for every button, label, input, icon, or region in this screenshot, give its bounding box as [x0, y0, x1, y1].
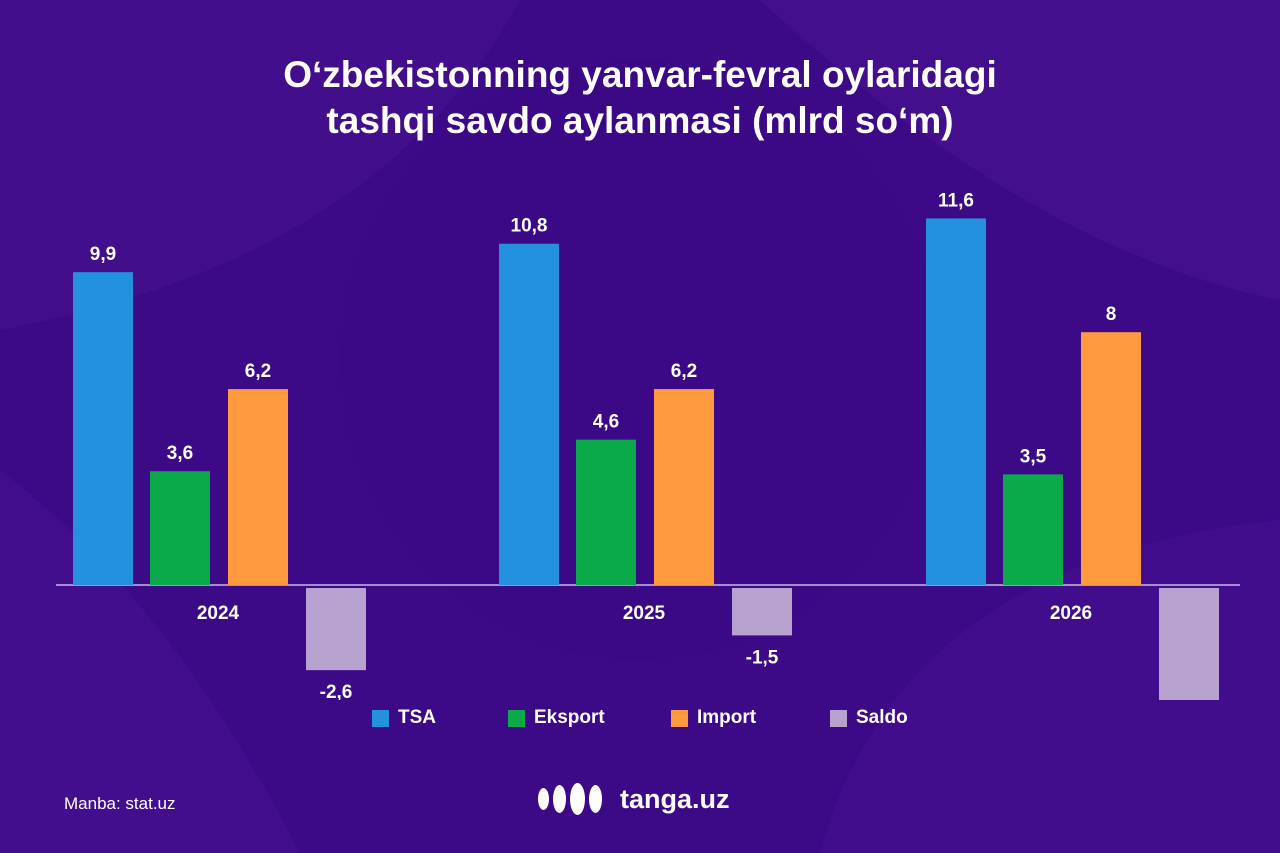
legend-item-tsa: TSA	[372, 707, 436, 729]
data-label-import-2026: 8	[1106, 304, 1117, 325]
legend-label-eksport: Eksport	[534, 707, 605, 728]
data-label-eksport-2026: 3,5	[1020, 446, 1047, 467]
bar-eksport-2025	[576, 439, 636, 585]
brand-logo-icon	[538, 783, 606, 815]
bar-import-2025	[654, 389, 714, 585]
legend-label-saldo: Saldo	[856, 707, 908, 728]
bar-tsa-2024	[73, 272, 133, 585]
bar-chart: 9,9 3,6 6,2 -2,6 2024 10,8 4,6 6,2 -1,5 2025 11,6 3…	[56, 190, 1240, 700]
brand-logo[interactable]: tanga.uz	[538, 783, 730, 815]
legend-label-import: Import	[697, 707, 757, 728]
data-label-import-2025: 6,2	[671, 361, 697, 382]
bar-import-2024	[228, 389, 288, 585]
bar-eksport-2024	[150, 471, 210, 585]
legend-item-import: Import	[671, 707, 756, 729]
bar-eksport-2026	[1003, 474, 1063, 585]
legend-swatch-tsa	[372, 709, 389, 727]
bar-import-2026	[1081, 332, 1141, 585]
source-note: Manba: stat.uz	[64, 794, 176, 813]
data-label-eksport-2024: 3,6	[167, 443, 193, 464]
chart-title-line-2: tashqi savdo aylanmasi (mlrd so‘m)	[326, 100, 954, 141]
legend-item-saldo: Saldo	[830, 707, 908, 729]
bar-tsa-2026	[926, 218, 986, 585]
x-tick-label-2026: 2026	[1050, 603, 1092, 624]
data-label-tsa-2024: 9,9	[90, 244, 116, 265]
data-label-tsa-2025: 10,8	[511, 216, 548, 237]
legend-label-tsa: TSA	[398, 707, 436, 728]
x-tick-label-2024: 2024	[197, 603, 240, 624]
data-label-saldo-2025: -1,5	[746, 647, 779, 668]
chart-title: O‘zbekistonning yanvar-fevral oylaridagi…	[0, 52, 1280, 144]
data-label-saldo-2024: -2,6	[320, 682, 353, 700]
legend-swatch-eksport	[508, 709, 525, 727]
chart-legend: TSA Eksport Import Saldo	[0, 707, 1280, 733]
bar-tsa-2025	[499, 243, 559, 585]
legend-swatch-saldo	[830, 709, 847, 727]
bar-saldo-2026	[1159, 588, 1219, 700]
chart-title-line-1: O‘zbekistonning yanvar-fevral oylaridagi	[283, 54, 997, 95]
brand-name: tanga.uz	[620, 783, 730, 814]
bar-saldo-2024	[306, 588, 366, 671]
data-label-eksport-2025: 4,6	[593, 412, 619, 433]
x-tick-label-2025: 2025	[623, 603, 666, 624]
legend-item-eksport: Eksport	[508, 707, 605, 729]
bar-saldo-2025	[732, 588, 792, 636]
legend-swatch-import	[671, 709, 688, 727]
data-label-tsa-2026: 11,6	[938, 190, 974, 211]
data-label-import-2024: 6,2	[245, 361, 271, 382]
